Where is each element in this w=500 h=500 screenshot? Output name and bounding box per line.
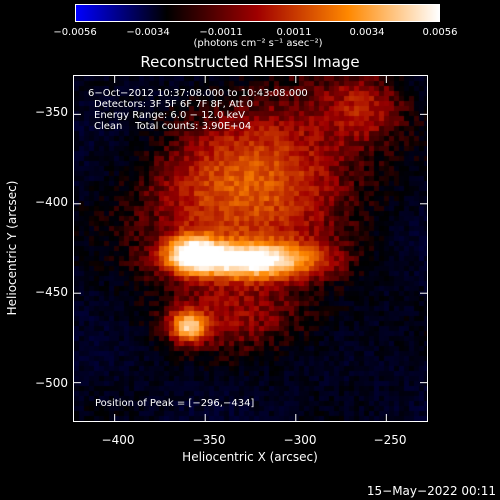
y-axis-label: Heliocentric Y (arcsec)	[5, 180, 19, 316]
y-tick-label: −400	[35, 195, 68, 209]
x-tick-label: −400	[101, 433, 135, 447]
x-axis-label: Heliocentric X (arcsec)	[182, 450, 318, 464]
plot-area: 6−Oct−2012 10:37:08.000 to 10:43:08.000 …	[73, 75, 428, 422]
annotation-detectors: Detectors: 3F 5F 6F 7F 8F, Att 0	[94, 99, 254, 110]
colorbar-tick-label: −0.0034	[126, 27, 170, 38]
colorbar-tick-label: −0.0056	[53, 27, 97, 38]
y-tick-label: −500	[35, 376, 68, 390]
colorbar-tick-label: 0.0034	[349, 27, 385, 38]
y-tick-label: −450	[35, 285, 68, 299]
colorbar-units: (photons cm⁻² s⁻¹ asec⁻²)	[193, 38, 323, 49]
colorbar	[75, 4, 440, 22]
annotation-energy-range: Energy Range: 6.0 − 12.0 keV	[94, 110, 245, 121]
x-tick-label: −300	[283, 433, 317, 447]
chart-title: Reconstructed RHESSI Image	[140, 53, 360, 71]
x-tick-label: −350	[192, 433, 226, 447]
y-tick-label: −350	[35, 105, 68, 119]
x-tick-label: −250	[373, 433, 407, 447]
generation-timestamp: 15−May−2022 00:11	[366, 484, 496, 498]
colorbar-tick-label: −0.0011	[199, 27, 243, 38]
annotation-total-counts: Clean Total counts: 3.90E+04	[94, 121, 252, 132]
colorbar-tick-label: 0.0011	[276, 27, 312, 38]
annotation-time-range: 6−Oct−2012 10:37:08.000 to 10:43:08.000	[88, 88, 308, 99]
colorbar-tick-label: 0.0056	[422, 27, 458, 38]
heatmap-image	[74, 76, 427, 421]
peak-position-label: Position of Peak = [−296,−434]	[95, 398, 255, 409]
